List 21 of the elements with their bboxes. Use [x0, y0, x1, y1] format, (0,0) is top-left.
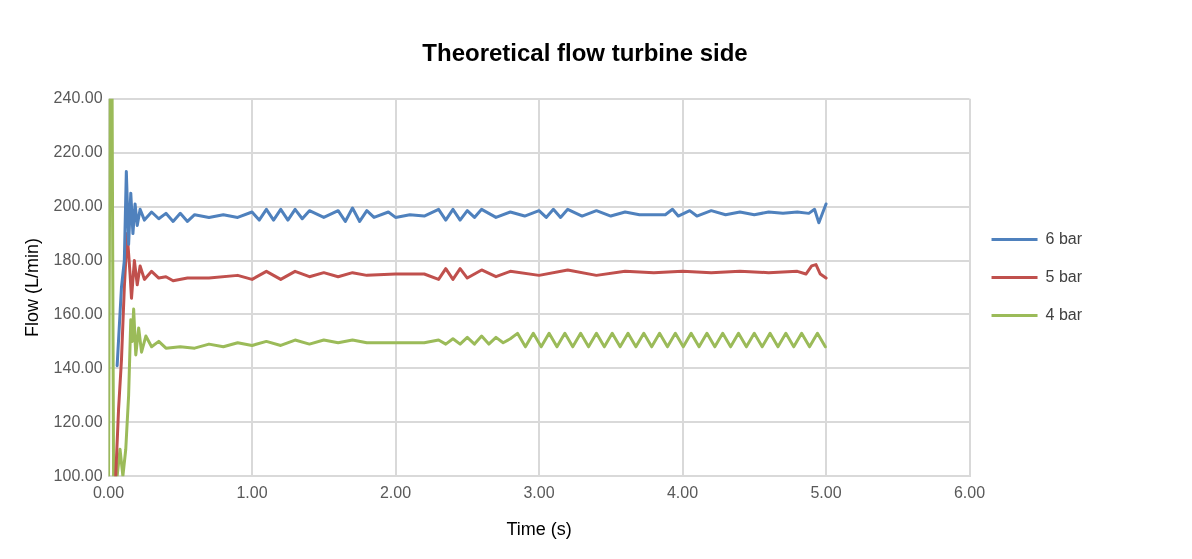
x-tick-label: 0.00: [92, 484, 125, 502]
chart-title: Theoretical flow turbine side: [422, 39, 748, 67]
y-tick-label: 100.00: [53, 466, 103, 484]
x-tick-label: 3.00: [523, 484, 555, 502]
x-tick-label: 2.00: [379, 484, 412, 502]
y-tick-label: 160.00: [53, 304, 103, 322]
x-tick-label: 4.00: [666, 484, 699, 502]
x-axis-title: Time (s): [506, 519, 572, 540]
y-tick-label: 140.00: [53, 358, 103, 376]
x-tick-label: 5.00: [810, 484, 842, 502]
x-tick-label: 1.00: [236, 484, 268, 502]
y-tick-label: 120.00: [53, 412, 103, 430]
y-tick-label: 220.00: [53, 143, 103, 161]
y-tick-label: 240.00: [53, 89, 103, 107]
legend-label: 4 bar: [1045, 305, 1083, 323]
x-tick-label: 6.00: [953, 484, 986, 502]
y-tick-label: 180.00: [53, 250, 103, 268]
y-axis-title: Flow (L/min): [21, 237, 42, 338]
legend-label: 5 bar: [1045, 267, 1083, 285]
legend-label: 6 bar: [1045, 229, 1083, 247]
y-tick-label: 200.00: [53, 197, 103, 215]
